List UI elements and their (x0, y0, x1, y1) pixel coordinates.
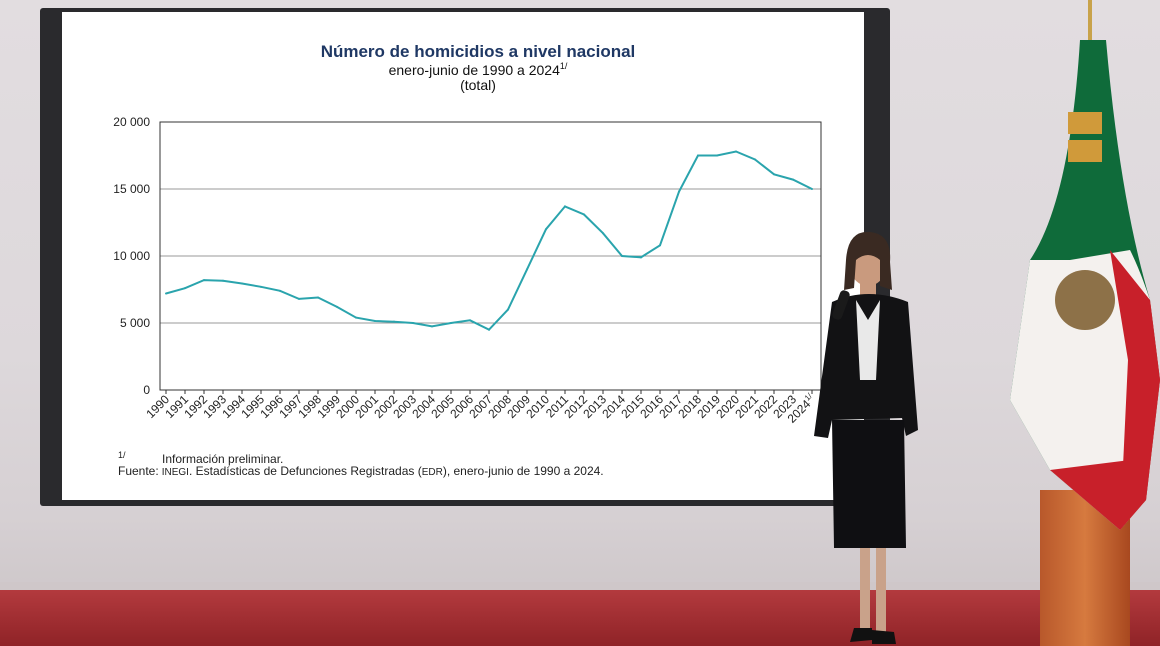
y-tick-label: 0 (143, 383, 150, 397)
data-point (165, 292, 167, 295)
data-point (317, 296, 319, 299)
data-point (374, 319, 376, 322)
data-point (640, 256, 642, 259)
chart-subtitle: enero-junio de 1990 a 20241/ (389, 61, 568, 78)
data-point (659, 244, 661, 247)
plot-frame (159, 121, 822, 391)
data-point (222, 279, 224, 282)
data-point (469, 319, 471, 322)
stage-edge (0, 582, 1160, 592)
homicide-line-chart: Número de homicidios a nivel nacional en… (113, 42, 822, 478)
data-point (298, 297, 300, 300)
chart-title: Número de homicidios a nivel nacional (321, 42, 636, 61)
data-point (203, 279, 205, 282)
y-tick-label: 15 000 (113, 182, 150, 196)
data-point (754, 158, 756, 161)
data-point (526, 268, 528, 271)
data-point (336, 305, 338, 308)
data-point (393, 320, 395, 323)
data-point (735, 150, 737, 153)
data-point (621, 255, 623, 257)
projection-screen: Número de homicidios a nivel nacional en… (62, 12, 864, 500)
data-point (279, 289, 281, 292)
footnote-marker: 1/ (118, 450, 126, 460)
data-point (602, 232, 604, 235)
data-point (583, 213, 585, 216)
footnote-text: Información preliminar. (162, 452, 283, 466)
data-point (184, 287, 186, 290)
data-point (545, 228, 547, 231)
gridlines (160, 188, 821, 324)
y-tick-label: 5 000 (120, 316, 150, 330)
data-point (564, 205, 566, 208)
x-axis-ticks: 1990199119921993199419951996199719981999… (143, 390, 819, 426)
chart-unit-label: (total) (460, 77, 496, 93)
data-point (792, 178, 794, 181)
series-points (165, 150, 813, 331)
data-point (412, 322, 414, 324)
data-point (678, 190, 680, 193)
data-point (811, 188, 813, 190)
presenter-figure (814, 231, 918, 644)
data-point (260, 285, 262, 288)
y-tick-label: 10 000 (113, 249, 150, 263)
data-point (507, 308, 509, 311)
data-point (716, 154, 718, 157)
data-point (431, 325, 433, 328)
data-point (241, 282, 243, 285)
data-point (355, 316, 357, 319)
y-axis-ticks: 0 5 000 10 000 15 000 20 000 (113, 115, 150, 397)
data-point (773, 173, 775, 176)
mexican-flag (1010, 0, 1160, 530)
data-point (488, 328, 490, 331)
series-line-homicides (165, 150, 813, 331)
stage-floor (0, 590, 1160, 646)
y-tick-label: 20 000 (113, 115, 150, 129)
data-point (450, 322, 452, 324)
source-note: Fuente: INEGI. Estadísticas de Defuncione… (118, 464, 604, 478)
data-point (697, 154, 699, 157)
